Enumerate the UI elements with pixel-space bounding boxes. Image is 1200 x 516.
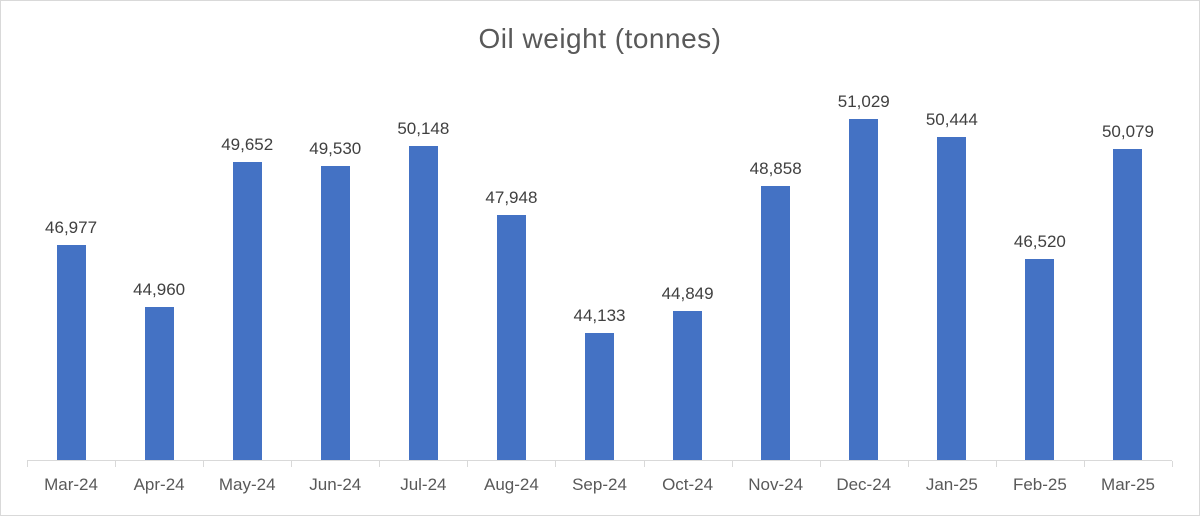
axis-tick bbox=[467, 461, 469, 467]
axis-tick bbox=[819, 461, 821, 467]
axis-tick bbox=[1083, 461, 1085, 467]
data-label: 50,444 bbox=[925, 110, 978, 130]
x-axis-line bbox=[27, 460, 1173, 467]
chart-title: Oil weight (tonnes) bbox=[478, 23, 722, 54]
bar bbox=[232, 161, 262, 461]
data-label: 49,530 bbox=[309, 138, 362, 158]
bar-column: 50,079 bbox=[1084, 89, 1172, 461]
bar bbox=[496, 214, 526, 461]
bar-column: 51,029 bbox=[820, 89, 908, 461]
bar-column: 49,652 bbox=[203, 89, 291, 461]
bar bbox=[144, 307, 174, 461]
bar-column: 44,133 bbox=[555, 89, 643, 461]
bar bbox=[408, 146, 438, 461]
x-axis-label: Apr-24 bbox=[133, 475, 185, 494]
data-label: 44,960 bbox=[133, 280, 186, 300]
bar bbox=[761, 186, 791, 461]
axis-tick bbox=[379, 461, 381, 467]
x-axis-label: Sep-24 bbox=[572, 475, 627, 494]
bar-column: 46,520 bbox=[996, 89, 1084, 461]
x-axis-label: Oct-24 bbox=[662, 475, 714, 494]
axis-tick bbox=[731, 461, 733, 467]
data-label: 51,029 bbox=[837, 92, 890, 112]
axis-tick bbox=[643, 461, 645, 467]
axis-tick bbox=[555, 461, 557, 467]
data-label: 48,858 bbox=[749, 159, 802, 179]
bar-column: 44,849 bbox=[644, 89, 732, 461]
bar-column: 49,530 bbox=[291, 89, 379, 461]
data-label: 47,948 bbox=[485, 187, 538, 207]
x-axis-label: Dec-24 bbox=[836, 475, 892, 494]
bar bbox=[673, 310, 703, 461]
x-axis-label: Jun-24 bbox=[309, 475, 362, 494]
data-label: 46,520 bbox=[1013, 231, 1066, 251]
x-axis-label: Aug-24 bbox=[484, 475, 539, 494]
axis-tick bbox=[115, 461, 117, 467]
x-axis-label: Mar-25 bbox=[1101, 475, 1155, 494]
plot-area: 46,977 44,960 49,652 49,530 50,148 47,948 44,1… bbox=[27, 89, 1172, 461]
bar-column: 47,948 bbox=[467, 89, 555, 461]
axis-tick bbox=[1172, 461, 1173, 467]
bar-column: 46,977 bbox=[27, 89, 115, 461]
axis-tick bbox=[907, 461, 909, 467]
data-label: 50,079 bbox=[1101, 121, 1154, 141]
data-label: 49,652 bbox=[221, 134, 274, 154]
axis-tick bbox=[203, 461, 205, 467]
data-label: 46,977 bbox=[45, 217, 98, 237]
bar bbox=[1113, 148, 1143, 461]
data-label: 44,849 bbox=[661, 283, 714, 303]
bar bbox=[56, 244, 86, 461]
x-axis-label: Feb-25 bbox=[1012, 475, 1067, 494]
x-axis-label: Jan-25 bbox=[925, 475, 978, 494]
bar bbox=[1025, 258, 1055, 461]
bar-column: 44,960 bbox=[115, 89, 203, 461]
bar bbox=[849, 119, 879, 461]
axis-tick bbox=[291, 461, 293, 467]
x-axis-labels: Mar-24 Apr-24 May-24 Jun-24 Jul-24 Aug-24 Sep-… bbox=[27, 475, 1172, 499]
bar bbox=[585, 332, 614, 461]
data-label: 50,148 bbox=[397, 119, 450, 139]
data-label: 44,133 bbox=[573, 305, 626, 325]
bar bbox=[937, 137, 967, 461]
bar-column: 50,148 bbox=[379, 89, 467, 461]
axis-tick bbox=[27, 461, 28, 467]
x-axis-label: Mar-24 bbox=[44, 475, 98, 494]
bar-column: 48,858 bbox=[732, 89, 820, 461]
bar bbox=[320, 165, 350, 461]
bar-column: 50,444 bbox=[908, 89, 996, 461]
x-axis-label: May-24 bbox=[218, 475, 276, 494]
axis-tick bbox=[995, 461, 997, 467]
x-axis-label: Jul-24 bbox=[400, 475, 447, 494]
x-axis-label: Nov-24 bbox=[748, 475, 804, 494]
